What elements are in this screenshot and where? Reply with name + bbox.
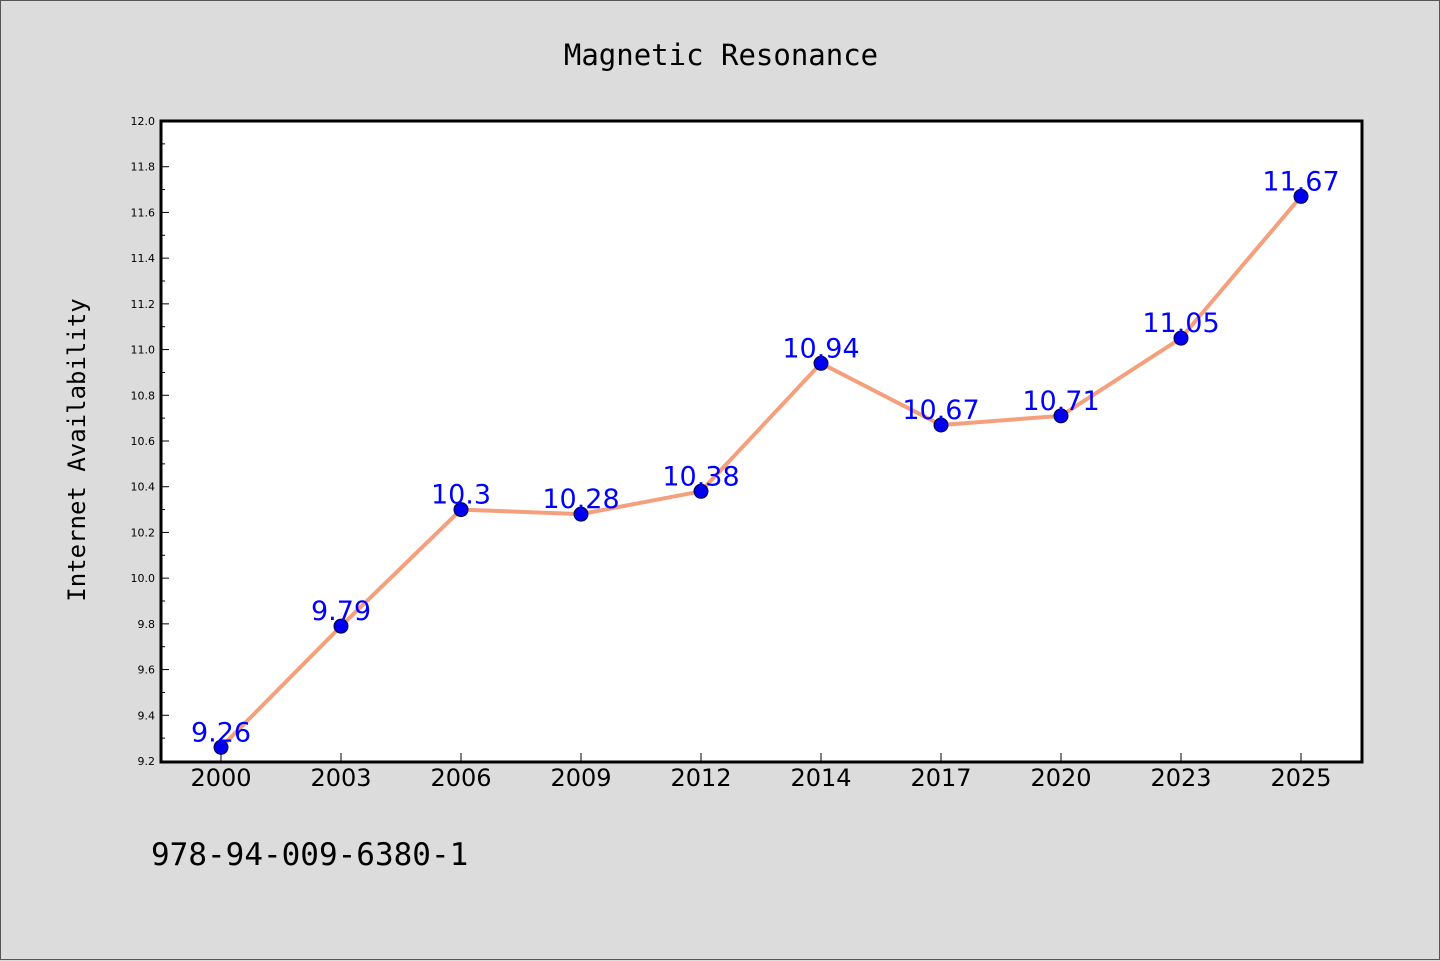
data-markers [213,188,1309,755]
x-tick-label: 2020 [1030,764,1091,792]
y-tick-label: 11.0 [131,344,156,357]
data-label: 10.67 [902,395,979,426]
data-label: 10.94 [782,333,859,364]
x-tick-label: 2000 [190,764,251,792]
x-tick-label: 2006 [430,764,491,792]
y-axis: 9.2 9.4 9.6 9.8 10.0 10.2 10.4 10.6 10.8 11.0 11.2… [131,115,169,768]
data-label: 11.05 [1142,308,1219,339]
x-tick-label: 2003 [310,764,371,792]
y-tick-label: 10.4 [131,481,156,494]
data-label: 10.38 [662,461,739,492]
x-axis: 2000 2003 2006 2009 2012 2014 2017 2020 2023 2025 [190,753,1332,792]
x-tick-label: 2012 [670,764,731,792]
x-tick-label: 2017 [910,764,971,792]
series-line [219,195,1303,749]
y-tick-label: 11.6 [131,206,156,219]
data-label: 11.67 [1262,166,1339,197]
chart-title: Magnetic Resonance [564,38,878,72]
y-tick-label: 11.8 [131,161,156,174]
y-tick-label: 9.6 [138,664,156,677]
x-tick-label: 2009 [550,764,611,792]
y-tick-label: 12.0 [131,115,156,128]
data-point [933,417,949,433]
y-tick-label: 9.4 [138,709,156,722]
data-point [213,739,229,755]
data-point [573,506,589,522]
data-label: 10.28 [542,484,619,515]
data-point [333,618,349,634]
data-point [1053,408,1069,424]
data-label: 9.26 [191,717,251,748]
y-tick-label: 9.2 [138,755,156,768]
y-tick-label: 10.0 [131,572,156,585]
data-point [813,355,829,371]
y-tick-label: 11.4 [131,252,156,265]
data-point [1173,330,1189,346]
y-tick-label: 10.2 [131,526,156,539]
y-axis-label: Internet Availability [63,298,91,601]
data-label: 10.3 [431,480,491,511]
isbn-text: 978-94-009-6380-1 [151,837,468,873]
plot-area [159,119,1364,764]
data-label: 9.79 [311,596,371,627]
data-labels: 9.26 9.79 10.3 10.28 10.38 10.94 10.67 10.71 11.… [191,166,1340,748]
y-tick-label: 9.8 [138,618,156,631]
x-tick-label: 2025 [1270,764,1331,792]
data-point [1293,188,1309,204]
data-label: 10.71 [1022,386,1099,417]
series-line-group [219,195,1303,749]
x-tick-label: 2023 [1150,764,1211,792]
data-point [453,502,469,518]
data-point [693,483,709,499]
y-tick-label: 11.2 [131,298,156,311]
x-tick-label: 2014 [790,764,851,792]
y-tick-label: 10.6 [131,435,156,448]
y-tick-label: 10.8 [131,389,156,402]
